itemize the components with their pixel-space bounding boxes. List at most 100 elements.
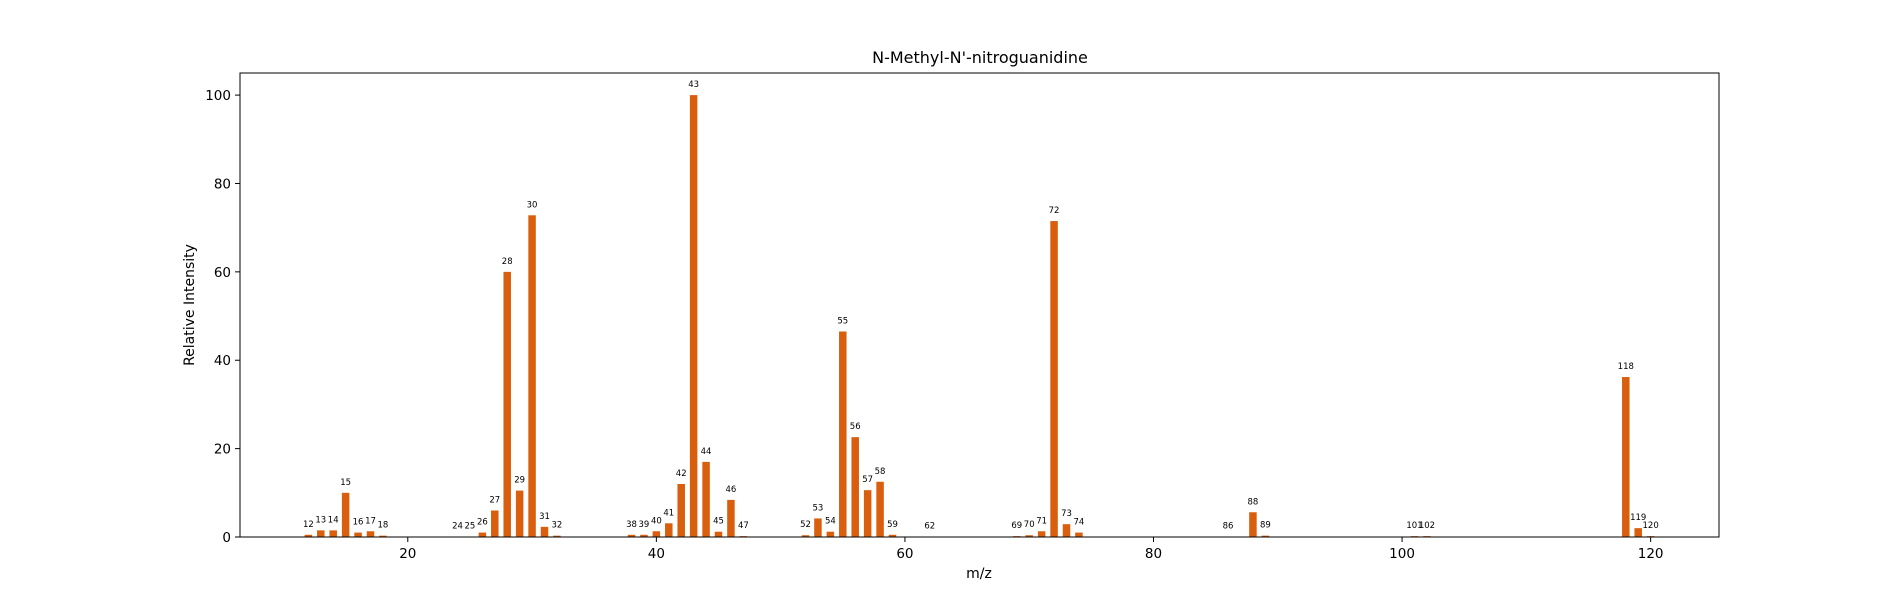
x-tick-label: 120	[1638, 546, 1664, 562]
x-axis-label: m/z	[966, 566, 992, 582]
bar-label-mz-31: 31	[539, 512, 550, 522]
bar-mz-32	[553, 535, 561, 537]
bar-label-mz-101: 101	[1406, 521, 1422, 531]
bar-label-mz-18: 18	[378, 521, 389, 531]
bar-label-mz-14: 14	[328, 515, 339, 525]
bar-mz-18	[379, 535, 387, 537]
bar-mz-46	[727, 499, 735, 537]
bar-label-mz-39: 39	[639, 520, 650, 530]
bar-mz-119	[1634, 528, 1642, 537]
bar-label-mz-73: 73	[1061, 509, 1072, 519]
bar-mz-27	[491, 510, 499, 537]
bar-mz-28	[503, 271, 511, 537]
bar-mz-54	[826, 531, 835, 537]
bar-mz-53	[814, 518, 822, 537]
bar-mz-118	[1622, 377, 1630, 537]
x-tick-label: 40	[648, 546, 665, 562]
bar-label-mz-17: 17	[365, 516, 376, 526]
bar-label-mz-30: 30	[527, 200, 538, 210]
bar-mz-26	[478, 532, 487, 537]
bar-label-mz-120: 120	[1643, 521, 1659, 531]
bar-label-mz-86: 86	[1223, 522, 1234, 532]
bar-label-mz-45: 45	[713, 517, 724, 527]
bar-mz-16	[354, 532, 362, 537]
bar-mz-40	[652, 531, 661, 537]
bar-mz-59	[888, 534, 897, 537]
x-axis-ticks: 20 40 60 80 100 120	[399, 537, 1664, 562]
bar-label-mz-102: 102	[1419, 521, 1435, 531]
bar-label-mz-58: 58	[875, 467, 886, 477]
bar-label-mz-27: 27	[489, 495, 500, 505]
y-tick-label: 100	[205, 88, 231, 104]
bar-mz-13	[317, 530, 325, 537]
bar-label-mz-43: 43	[688, 80, 699, 90]
bar-mz-38	[627, 534, 636, 537]
x-tick-label: 100	[1389, 546, 1415, 562]
bar-label-mz-38: 38	[626, 520, 637, 530]
bar-label-mz-40: 40	[651, 516, 662, 526]
bar-label-mz-119: 119	[1630, 513, 1646, 523]
bar-mz-30	[528, 215, 536, 538]
y-tick-label: 0	[222, 530, 231, 546]
bar-label-mz-71: 71	[1036, 516, 1047, 526]
y-axis-ticks: 0 20 40 60 80 100	[205, 88, 240, 546]
bar-mz-42	[677, 483, 685, 537]
bar-mz-14	[329, 530, 337, 537]
bar-label-mz-44: 44	[701, 447, 712, 457]
bar-mz-39	[640, 534, 648, 537]
bar-label-mz-89: 89	[1260, 521, 1271, 531]
bar-mz-52	[801, 535, 810, 537]
bar-mz-17	[366, 531, 375, 537]
bar-label-mz-41: 41	[663, 508, 674, 518]
bar-label-mz-46: 46	[726, 485, 737, 495]
y-tick-label: 80	[214, 176, 231, 192]
bar-label-mz-47: 47	[738, 521, 749, 531]
plot-frame	[239, 72, 1720, 538]
bar-label-mz-69: 69	[1011, 521, 1022, 531]
bar-label-mz-56: 56	[850, 422, 861, 432]
bar-label-mz-26: 26	[477, 518, 488, 528]
bar-label-mz-118: 118	[1618, 362, 1634, 372]
bar-label-mz-72: 72	[1049, 206, 1060, 216]
bar-mz-70	[1025, 535, 1033, 537]
bar-mz-31	[540, 526, 549, 537]
bar-label-mz-62: 62	[924, 522, 935, 532]
bar-mz-44	[702, 461, 710, 537]
bar-mz-88	[1249, 512, 1257, 537]
bar-label-mz-88: 88	[1248, 497, 1259, 507]
bar-label-mz-53: 53	[813, 503, 824, 513]
bar-mz-12	[304, 534, 313, 537]
bar-mz-74	[1075, 532, 1083, 537]
bar-label-mz-29: 29	[514, 476, 525, 486]
bar-label-mz-13: 13	[315, 515, 326, 525]
bar-mz-72	[1050, 221, 1058, 538]
bar-mz-58	[876, 481, 884, 537]
bar-mz-55	[839, 331, 847, 537]
y-axis-label: Relative Intensity	[182, 244, 198, 366]
bar-mz-41	[665, 523, 673, 537]
x-tick-label: 80	[1145, 546, 1162, 562]
bar-mz-56	[851, 437, 859, 537]
bars-group	[304, 95, 1655, 538]
bar-label-mz-15: 15	[340, 478, 351, 488]
bar-label-mz-12: 12	[303, 520, 314, 530]
bar-mz-89	[1261, 535, 1270, 537]
bar-mz-43	[689, 95, 698, 537]
bar-mz-73	[1062, 524, 1071, 537]
x-tick-label: 20	[399, 546, 416, 562]
bar-mz-45	[714, 531, 723, 537]
y-tick-label: 60	[214, 265, 231, 281]
y-tick-label: 20	[214, 442, 231, 458]
bar-label-mz-55: 55	[837, 317, 848, 327]
bar-label-mz-24: 24	[452, 522, 463, 532]
bar-mz-15	[341, 492, 350, 537]
bar-label-mz-42: 42	[676, 469, 687, 479]
bar-label-mz-16: 16	[353, 518, 364, 528]
bar-mz-29	[515, 490, 524, 537]
chart-title: N-Methyl-N'-nitroguanidine	[872, 48, 1088, 67]
y-tick-label: 40	[214, 353, 231, 369]
bar-label-mz-25: 25	[465, 522, 476, 532]
bar-label-mz-59: 59	[887, 520, 898, 530]
